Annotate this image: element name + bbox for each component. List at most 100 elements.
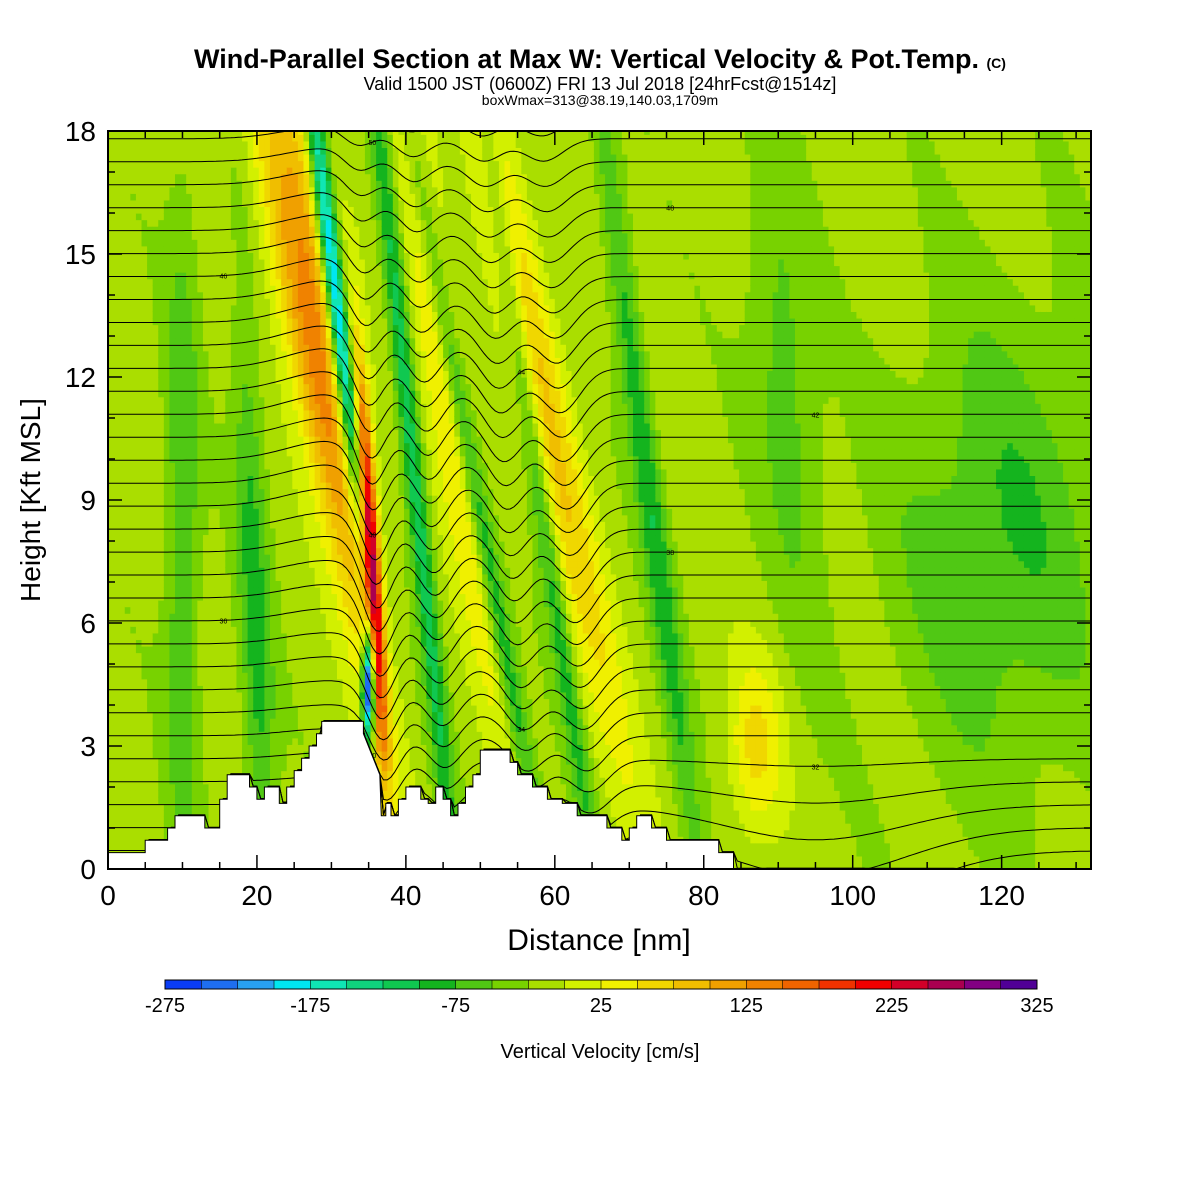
field-cell xyxy=(297,134,305,142)
field-cell xyxy=(225,131,232,135)
field-cell xyxy=(342,462,349,470)
field-cell xyxy=(309,291,316,299)
field-cell xyxy=(258,436,265,444)
field-cell xyxy=(113,573,120,581)
field-cell xyxy=(264,645,271,654)
field-cell xyxy=(180,554,187,562)
field-cell xyxy=(325,691,333,700)
field-cell xyxy=(320,514,327,522)
field-cell xyxy=(281,757,288,765)
field-cell xyxy=(331,442,338,450)
field-cell xyxy=(135,193,143,201)
field-cell xyxy=(186,131,193,135)
field-cell xyxy=(230,764,238,772)
field-cell xyxy=(297,377,305,385)
field-cell xyxy=(202,304,210,312)
field-cell xyxy=(186,488,193,496)
field-cell xyxy=(247,331,254,339)
field-cell xyxy=(202,718,210,726)
field-cell xyxy=(135,199,143,208)
field-cell xyxy=(253,272,260,280)
field-cell xyxy=(253,639,260,647)
field-cell xyxy=(325,206,333,214)
field-cell xyxy=(197,750,204,759)
field-cell xyxy=(108,409,115,417)
field-cell xyxy=(141,167,148,175)
field-cell xyxy=(303,226,310,234)
field-cell xyxy=(135,619,143,627)
field-cell xyxy=(169,232,176,240)
field-cell xyxy=(163,659,171,667)
field-cell xyxy=(342,285,349,293)
field-cell xyxy=(303,180,310,188)
field-cell xyxy=(320,468,327,476)
field-cell xyxy=(309,304,316,312)
field-cell xyxy=(225,403,232,411)
field-cell xyxy=(258,377,265,385)
field-cell xyxy=(191,134,198,142)
field-cell xyxy=(303,429,310,437)
field-cell xyxy=(297,626,305,634)
field-cell xyxy=(152,659,159,667)
field-cell xyxy=(314,436,321,444)
field-cell xyxy=(348,534,355,542)
field-cell xyxy=(225,370,232,378)
field-cell xyxy=(247,357,254,365)
field-cell xyxy=(331,357,338,365)
field-cell xyxy=(163,272,171,280)
field-cell xyxy=(292,600,299,608)
field-cell xyxy=(331,383,338,391)
field-cell xyxy=(197,685,204,693)
field-cell xyxy=(208,147,215,155)
field-cell xyxy=(130,304,137,312)
field-cell xyxy=(152,632,159,640)
field-cell xyxy=(197,468,204,476)
field-cell xyxy=(292,186,299,194)
field-cell xyxy=(135,350,143,358)
field-cell xyxy=(113,521,120,529)
field-cell xyxy=(297,344,305,352)
field-cell xyxy=(297,396,305,404)
field-cell xyxy=(202,790,210,798)
field-cell xyxy=(191,554,198,562)
field-cell xyxy=(202,291,210,299)
field-cell xyxy=(186,350,193,358)
field-cell xyxy=(202,770,210,778)
field-cell xyxy=(163,422,171,431)
field-cell xyxy=(180,331,187,339)
field-cell xyxy=(336,363,344,372)
field-cell xyxy=(314,718,321,726)
field-cell xyxy=(275,442,282,450)
field-cell xyxy=(158,672,165,680)
field-cell xyxy=(309,429,316,437)
field-cell xyxy=(191,258,198,267)
field-cell xyxy=(135,449,143,457)
field-cell xyxy=(158,324,165,332)
field-cell xyxy=(113,131,120,135)
field-cell xyxy=(214,252,221,260)
field-cell xyxy=(152,455,159,463)
field-cell xyxy=(163,560,171,568)
field-cell xyxy=(242,691,249,700)
field-cell xyxy=(180,180,187,188)
field-cell xyxy=(208,705,215,713)
field-cell xyxy=(186,311,193,319)
field-cell xyxy=(303,672,310,680)
field-cell xyxy=(135,724,143,732)
field-cell xyxy=(191,750,198,759)
field-cell xyxy=(208,495,215,503)
field-cell xyxy=(175,508,182,516)
field-cell xyxy=(130,449,137,457)
field-cell xyxy=(258,508,265,516)
field-cell xyxy=(219,737,226,745)
field-cell xyxy=(141,245,148,253)
field-cell xyxy=(303,580,310,588)
field-cell xyxy=(214,698,221,706)
field-cell xyxy=(191,291,198,299)
field-cell xyxy=(141,783,148,791)
field-cell xyxy=(113,213,120,221)
field-cell xyxy=(186,685,193,693)
field-cell xyxy=(163,153,171,162)
field-cell xyxy=(219,147,226,155)
field-cell xyxy=(303,239,310,247)
